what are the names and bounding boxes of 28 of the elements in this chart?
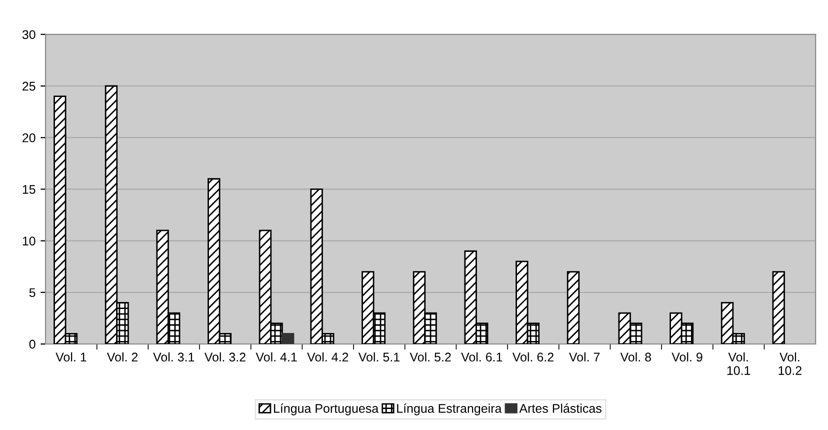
x-tick-label: Vol. 4.2 (307, 352, 348, 362)
x-tick-label: Vol. 10.1 (727, 352, 750, 375)
y-tick-label: 30 (22, 30, 36, 40)
x-tick-label: Vol. 3.2 (204, 352, 246, 362)
x-tick-label: Vol. 2 (106, 352, 138, 362)
y-tick-label: 20 (22, 133, 36, 142)
x-tick-label: Vol. 9 (672, 352, 702, 362)
bar (772, 271, 785, 344)
x-tick-label: Vol. 6.2 (512, 352, 554, 362)
x-tick-label: Vol. 8 (620, 352, 651, 362)
y-tick-label: 0 (29, 340, 36, 349)
x-tick-label: Vol. 5.1 (358, 352, 400, 362)
legend-label: Língua Estrangeira (397, 404, 502, 416)
legend-label: Língua Portuguesa (274, 404, 379, 416)
bar (282, 332, 294, 344)
y-tick-label: 5 (29, 288, 36, 298)
y-tick-label: 25 (22, 82, 36, 91)
x-tick-label: Vol. 7 (568, 352, 600, 362)
bar (566, 271, 580, 344)
x-tick-label: Vol. 1 (56, 352, 86, 362)
x-tick-label: Vol. 10.2 (778, 352, 802, 375)
x-tick-label: Vol. 4.1 (256, 352, 297, 362)
x-tick-label: Vol. 5.2 (410, 352, 451, 362)
y-tick-label: 15 (22, 185, 36, 194)
legend-label: Artes Plásticas (519, 404, 602, 413)
y-tick-label: 10 (22, 236, 36, 246)
x-tick-label: Vol. 3.1 (153, 352, 194, 362)
x-tick-label: Vol. 6.1 (461, 352, 502, 362)
